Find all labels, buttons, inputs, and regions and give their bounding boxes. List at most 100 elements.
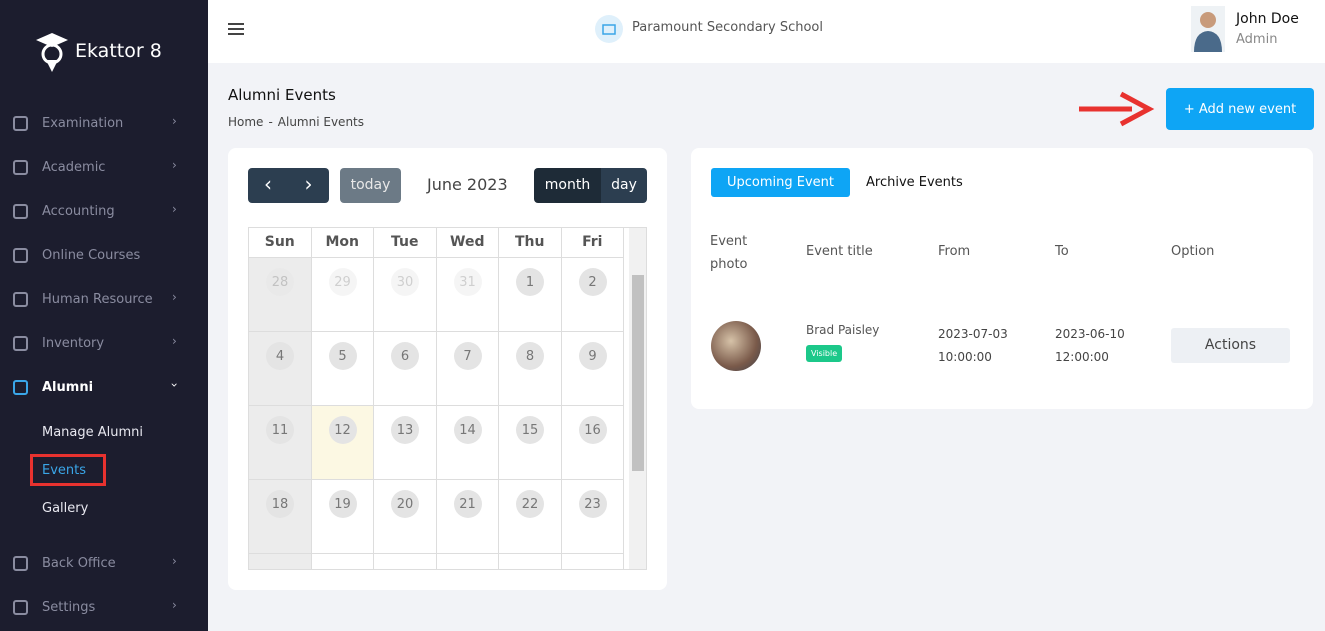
day-cell[interactable]: 12 <box>311 406 374 480</box>
menu-item[interactable]: Examination <box>42 116 124 131</box>
weekday: Sun <box>249 228 312 258</box>
day-number[interactable]: 14 <box>453 416 482 444</box>
menu-item[interactable]: Academic <box>42 160 106 175</box>
menu-chevron[interactable]: › <box>167 382 182 388</box>
day-number[interactable]: 31 <box>453 268 482 296</box>
day-number[interactable]: 29 <box>328 268 357 296</box>
day-cell[interactable]: 8 <box>499 332 562 406</box>
day-cell[interactable] <box>561 554 624 569</box>
day-cell[interactable]: 21 <box>436 480 499 554</box>
view-button[interactable]: day <box>601 168 647 203</box>
submenu-item[interactable]: Gallery <box>42 501 89 516</box>
day-number[interactable]: 23 <box>578 490 607 518</box>
view-button[interactable]: month <box>534 168 601 203</box>
menu-item[interactable]: Online Courses <box>42 248 141 263</box>
menu-item[interactable]: Back Office <box>42 556 116 571</box>
day-number[interactable]: 13 <box>391 416 419 444</box>
menu-chevron[interactable]: › <box>172 290 177 304</box>
day-number[interactable]: 18 <box>266 490 294 518</box>
day-cell[interactable]: 22 <box>499 480 562 554</box>
day-number[interactable]: 19 <box>328 490 357 518</box>
scrollbar <box>629 228 646 569</box>
day-number[interactable]: 28 <box>266 268 294 296</box>
highlight-box <box>30 454 106 486</box>
user-role: Admin <box>1236 32 1278 47</box>
actions-button[interactable]: Actions <box>1171 328 1290 363</box>
menu-chevron[interactable]: › <box>172 114 177 128</box>
day-cell[interactable]: 14 <box>436 406 499 480</box>
day-number[interactable]: 5 <box>328 342 357 370</box>
tab[interactable]: Upcoming Event <box>711 168 850 197</box>
day-cell[interactable] <box>499 554 562 569</box>
day-cell[interactable] <box>374 554 437 569</box>
user-avatar[interactable] <box>1191 6 1225 52</box>
day-number[interactable]: 7 <box>453 342 482 370</box>
day-cell[interactable]: 7 <box>436 332 499 406</box>
menu-item[interactable]: Inventory <box>42 336 105 351</box>
scroll-thumb <box>632 275 644 471</box>
today-button[interactable]: today <box>340 168 401 203</box>
submenu-item[interactable]: Manage Alumni <box>42 425 144 440</box>
day-cell[interactable]: 2 <box>561 258 624 332</box>
menu-icon <box>13 248 28 263</box>
day-number[interactable]: 20 <box>391 490 419 518</box>
day-cell[interactable] <box>311 554 374 569</box>
day-number[interactable]: 12 <box>328 416 357 444</box>
day-number[interactable]: 1 <box>516 268 544 296</box>
day-cell[interactable] <box>436 554 499 569</box>
to-date: 2023-06-10 <box>1055 327 1125 341</box>
menu-toggle[interactable] <box>228 22 244 36</box>
day-cell[interactable]: 30 <box>374 258 437 332</box>
day-number[interactable]: 21 <box>453 490 482 518</box>
day-cell[interactable] <box>249 554 312 569</box>
day-cell[interactable]: 16 <box>561 406 624 480</box>
day-cell[interactable]: 19 <box>311 480 374 554</box>
prev-button[interactable]: ‹ <box>248 168 288 203</box>
tab[interactable]: Archive Events <box>866 175 963 190</box>
weekday: Tue <box>374 228 437 258</box>
day-number[interactable]: 8 <box>516 342 544 370</box>
menu-icon <box>13 204 28 219</box>
day-number[interactable]: 22 <box>516 490 544 518</box>
day-cell[interactable]: 13 <box>374 406 437 480</box>
menu-item[interactable]: Accounting <box>42 204 115 219</box>
day-number[interactable]: 2 <box>578 268 607 296</box>
menu-chevron[interactable]: › <box>172 334 177 348</box>
column-header: From <box>938 244 971 259</box>
menu-item[interactable]: Alumni <box>42 380 94 395</box>
breadcrumb-item[interactable]: Home <box>228 115 264 129</box>
day-cell[interactable]: 28 <box>249 258 312 332</box>
day-number[interactable]: 9 <box>578 342 607 370</box>
submenu-item[interactable]: Events <box>42 463 87 478</box>
day-cell[interactable]: 20 <box>374 480 437 554</box>
day-cell[interactable]: 31 <box>436 258 499 332</box>
sidebar: Ekattor 8 Examination › Academic › Accountin… <box>0 0 208 631</box>
day-cell[interactable]: 15 <box>499 406 562 480</box>
day-cell[interactable]: 1 <box>499 258 562 332</box>
day-cell[interactable]: 9 <box>561 332 624 406</box>
menu-chevron[interactable]: › <box>172 598 177 612</box>
day-number[interactable]: 16 <box>578 416 607 444</box>
menu-icon <box>13 600 28 615</box>
day-number[interactable]: 11 <box>266 416 294 444</box>
day-cell[interactable]: 11 <box>249 406 312 480</box>
menu-item[interactable]: Human Resource <box>42 292 153 307</box>
day-cell[interactable]: 5 <box>311 332 374 406</box>
day-number[interactable]: 15 <box>516 416 544 444</box>
page-title: Alumni Events <box>228 86 336 104</box>
day-number[interactable]: 4 <box>266 342 294 370</box>
day-number[interactable]: 6 <box>391 342 419 370</box>
day-cell[interactable]: 6 <box>374 332 437 406</box>
day-cell[interactable]: 23 <box>561 480 624 554</box>
menu-item[interactable]: Settings <box>42 600 96 615</box>
day-cell[interactable]: 29 <box>311 258 374 332</box>
day-cell[interactable]: 4 <box>249 332 312 406</box>
menu-chevron[interactable]: › <box>172 554 177 568</box>
events-card: Upcoming Event Archive Events Event photo E… <box>691 148 1313 409</box>
add-event-button[interactable]: + Add new event <box>1166 88 1314 130</box>
menu-chevron[interactable]: › <box>172 158 177 172</box>
day-number[interactable]: 30 <box>391 268 419 296</box>
day-cell[interactable]: 18 <box>249 480 312 554</box>
next-button[interactable]: › <box>288 168 329 203</box>
menu-chevron[interactable]: › <box>172 202 177 216</box>
